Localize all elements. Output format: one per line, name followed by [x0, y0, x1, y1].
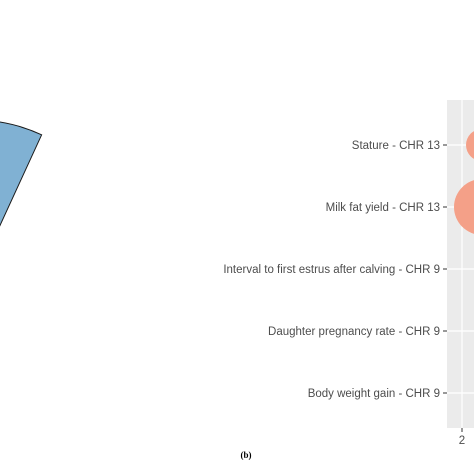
bubble-chart: Stature - CHR 13 Milk fat yield - CHR 13 I…	[223, 100, 474, 447]
pie-chart: 7.43%2.7%13.51%8.11%14.19%	[0, 121, 43, 227]
y-label-daughter-pregnancy-rate-chr-9: Daughter pregnancy rate - CHR 9	[268, 326, 440, 338]
x-tick-label-1: 2	[459, 435, 465, 447]
y-label-stature-chr-13: Stature - CHR 13	[352, 140, 440, 152]
panel-label-b: (b)	[241, 450, 252, 460]
pie-slice-5	[0, 121, 43, 227]
y-axis-labels: Stature - CHR 13 Milk fat yield - CHR 13 I…	[223, 140, 447, 400]
x-axis-tick-labels: 2	[459, 428, 465, 447]
data-point-milk-fat-yield-chr-13	[454, 180, 474, 234]
y-label-body-weight-gain-chr-9: Body weight gain - CHR 9	[308, 388, 440, 400]
data-point-stature-chr-13	[466, 131, 474, 159]
y-label-interval-to-first-estrus-after-calving-chr-9: Interval to first estrus after calving -…	[223, 264, 440, 276]
y-label-milk-fat-yield-chr-13: Milk fat yield - CHR 13	[326, 202, 440, 214]
data-points	[454, 131, 474, 234]
